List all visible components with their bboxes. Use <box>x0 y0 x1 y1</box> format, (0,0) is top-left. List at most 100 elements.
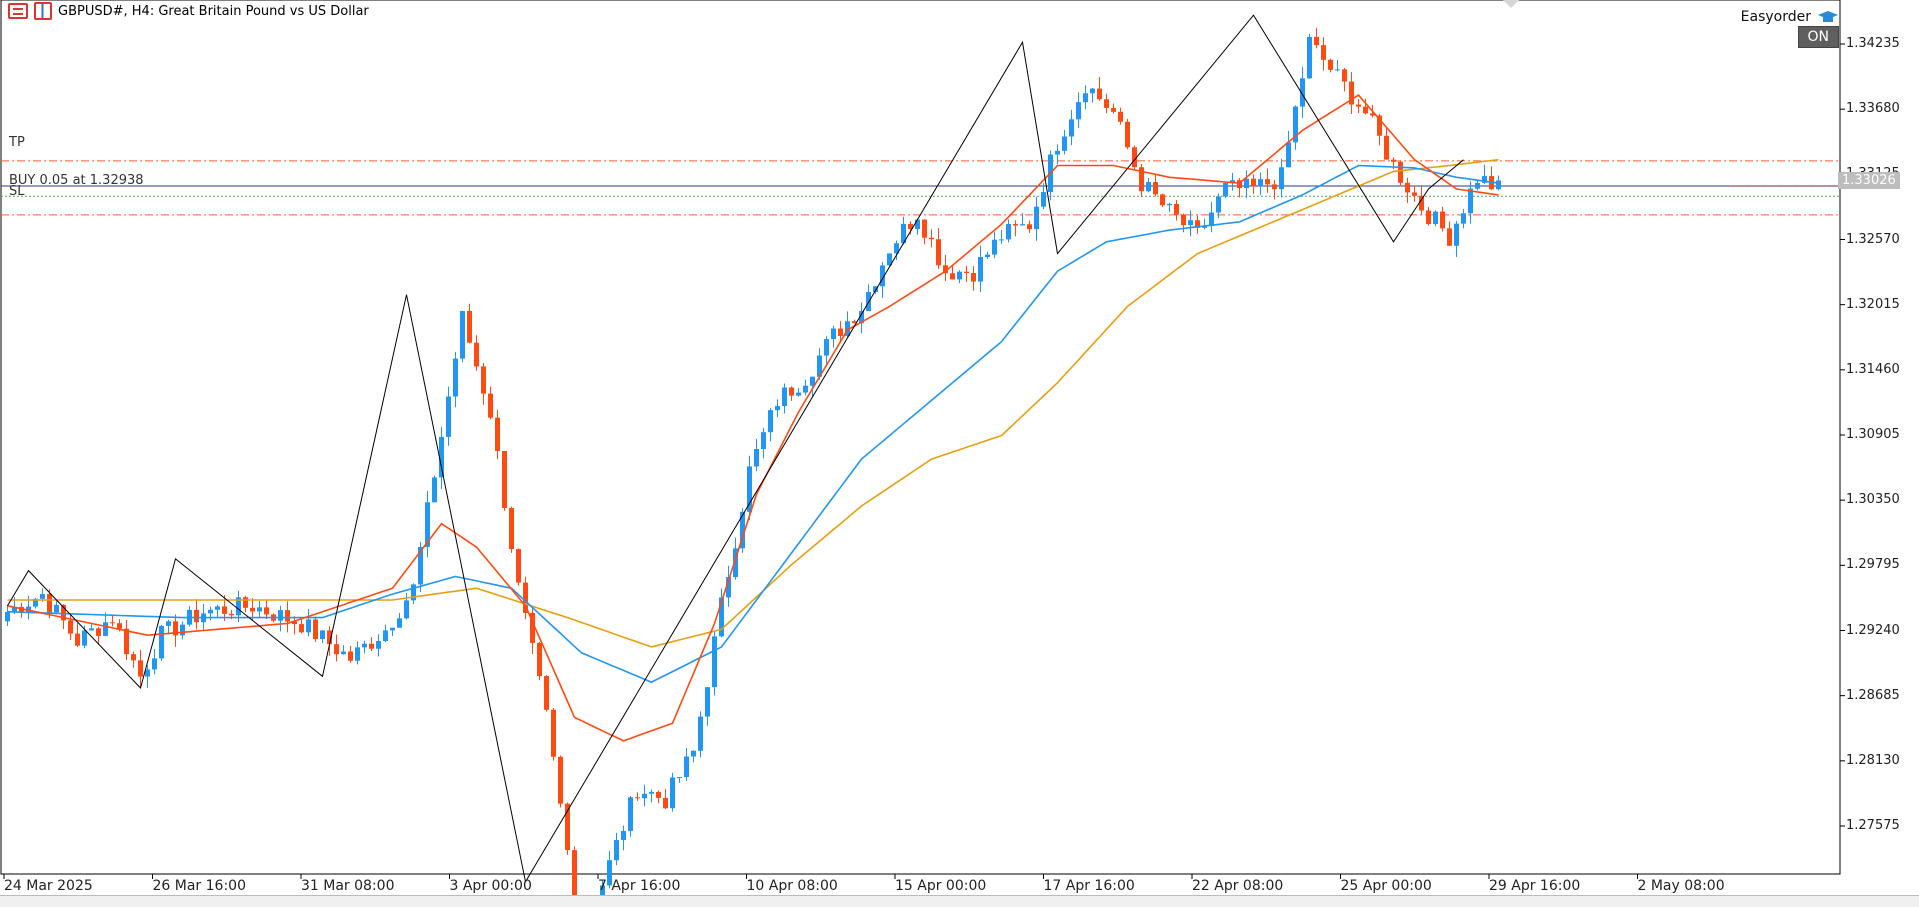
candle-body <box>131 654 136 660</box>
candle-body <box>782 388 787 407</box>
chart-window-icon[interactable] <box>34 2 52 20</box>
candle-body <box>999 239 1004 240</box>
candle-body <box>936 239 941 265</box>
candle-body <box>1440 212 1445 229</box>
candle-body <box>768 410 773 432</box>
candle-body <box>488 394 493 418</box>
candle-body <box>1391 160 1396 162</box>
candle-body <box>299 624 304 632</box>
candle-body <box>1384 136 1389 160</box>
candle-body <box>1433 212 1438 224</box>
candle-body <box>558 757 563 804</box>
candle-body <box>670 777 675 808</box>
candle-body <box>1216 196 1221 212</box>
candle-body <box>362 644 367 648</box>
price-axis-label: 1.32015 <box>1846 297 1900 312</box>
ea-name: Easyorder <box>1741 9 1811 25</box>
chart-title: GBPUSD#, H4: Great Britain Pound vs US D… <box>58 4 369 19</box>
candle-body <box>117 623 122 628</box>
candle-body <box>1321 45 1326 60</box>
candle-body <box>1475 183 1480 189</box>
candle-body <box>208 610 213 614</box>
candle-body <box>257 607 262 611</box>
candle-body <box>348 651 353 660</box>
candle-body <box>355 647 360 660</box>
candle-body <box>481 366 486 393</box>
candle-body <box>642 794 647 799</box>
graduation-cap-icon <box>1817 10 1839 24</box>
candle-body <box>1363 107 1368 114</box>
candle-body <box>250 608 255 612</box>
candle-body <box>1076 102 1081 119</box>
candle-body <box>838 329 843 336</box>
candle-body <box>229 614 234 615</box>
candle-body <box>1041 192 1046 207</box>
time-axis-label: 10 Apr 08:00 <box>747 878 838 894</box>
candle-body <box>495 418 500 451</box>
ea-on-button[interactable]: ON <box>1798 26 1840 48</box>
candle-body <box>698 717 703 751</box>
chart-area <box>1 0 1840 874</box>
candle-body <box>47 594 52 612</box>
candle-body <box>82 630 87 645</box>
price-axis-label: 1.27575 <box>1846 818 1900 833</box>
candle-body <box>831 329 836 340</box>
candle-body <box>124 629 129 655</box>
candle-body <box>509 508 514 549</box>
time-axis-label: 25 Apr 00:00 <box>1341 878 1432 894</box>
menu-icon[interactable] <box>8 3 28 19</box>
candle-body <box>1314 37 1319 45</box>
candle-body <box>691 751 696 757</box>
candle-body <box>929 238 934 240</box>
candle-body <box>285 610 290 621</box>
candle-body <box>159 626 164 658</box>
candle-body <box>1111 108 1116 112</box>
candle-body <box>369 644 374 649</box>
candle-body <box>474 343 479 367</box>
candle-body <box>684 756 689 777</box>
candle-body <box>649 792 654 794</box>
candle-body <box>397 618 402 627</box>
candle-body <box>1454 224 1459 246</box>
candle-body <box>502 451 507 508</box>
candle-body <box>1167 204 1172 205</box>
candle-body <box>404 600 409 618</box>
candle-body <box>75 634 80 646</box>
time-axis-label: 24 Mar 2025 <box>4 878 93 894</box>
candle-body <box>796 393 801 396</box>
candle-body <box>978 257 983 282</box>
candle-body <box>1223 183 1228 197</box>
candle-body <box>89 628 94 630</box>
chart-tabs-bar[interactable] <box>0 895 1919 907</box>
candle-body <box>677 777 682 778</box>
one-click-trading-toggle-icon[interactable] <box>1503 0 1519 8</box>
candle-body <box>971 273 976 282</box>
candle-body <box>1251 179 1256 186</box>
candle-body <box>460 311 465 359</box>
time-axis-label: 7 Apr 16:00 <box>598 878 680 894</box>
candle-body <box>1104 99 1109 108</box>
price-axis-label: 1.30905 <box>1846 427 1900 442</box>
tp-label: TP <box>9 135 25 150</box>
price-axis-label: 1.29795 <box>1846 557 1900 572</box>
candle-body <box>537 643 542 676</box>
candle-body <box>985 255 990 257</box>
candle-body <box>1419 196 1424 211</box>
candle-body <box>614 840 619 860</box>
time-axis-label: 15 Apr 00:00 <box>895 878 986 894</box>
time-axis-label: 29 Apr 16:00 <box>1489 878 1580 894</box>
candle-body <box>313 619 318 639</box>
candle-body <box>656 792 661 798</box>
candle-body <box>1055 151 1060 155</box>
candle-body <box>544 676 549 710</box>
candle-body <box>1069 119 1074 136</box>
candle-body <box>922 220 927 238</box>
candle-body <box>96 628 101 636</box>
candle-body <box>1307 37 1312 78</box>
candle-body <box>663 798 668 808</box>
candle-body <box>1265 179 1270 184</box>
candle-body <box>824 339 829 355</box>
ea-indicator: Easyorder <box>1741 9 1839 25</box>
price-axis-label: 1.30350 <box>1846 492 1900 507</box>
